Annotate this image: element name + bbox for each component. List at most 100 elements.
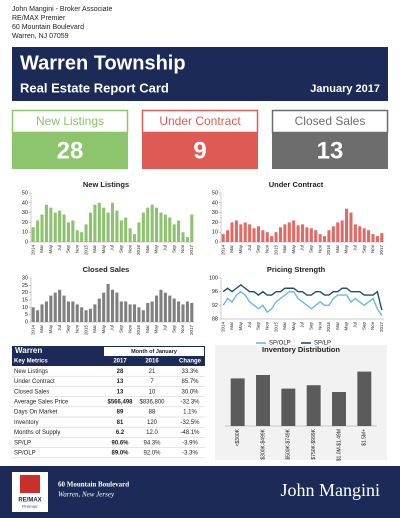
- legend-label: SP/LP: [314, 341, 331, 347]
- x-tick-label: 2016: [136, 325, 141, 336]
- bar: [380, 233, 384, 242]
- cell: 89.0%: [111, 450, 129, 456]
- banner-subtitle: Real Estate Report Card: [20, 80, 169, 95]
- bar: [168, 295, 172, 322]
- bar: [314, 230, 318, 242]
- y-tick-label: 5: [25, 312, 28, 318]
- bar: [102, 207, 106, 242]
- card-value: 13: [317, 137, 344, 164]
- x-tick-label: 2015: [273, 322, 278, 333]
- x-tick-label: Mar: [145, 244, 150, 252]
- bar: [159, 212, 163, 242]
- bar: [53, 212, 57, 242]
- cell: -32.5%: [180, 420, 200, 426]
- y-tick-label: 25: [22, 283, 28, 289]
- bar: [84, 224, 88, 242]
- x-tick-label: May: [154, 324, 159, 333]
- line-series: [222, 283, 383, 311]
- cell: 33.3%: [181, 369, 199, 375]
- x-tick-label: May: [291, 321, 296, 330]
- x-tick-label: Mar: [39, 324, 44, 332]
- bar: [141, 310, 145, 322]
- bar: [155, 295, 159, 322]
- chart-title: New Listings: [83, 180, 129, 189]
- cell: 90.6%: [111, 440, 129, 446]
- x-tick-label: 2017: [189, 245, 194, 256]
- bar: [40, 304, 44, 322]
- card-label-box: [271, 109, 389, 134]
- cell: 1.1%: [183, 410, 197, 416]
- x-tick-label: Jul: [110, 245, 115, 251]
- cell: 28: [117, 369, 124, 375]
- cell: Average Sales Price: [14, 399, 69, 405]
- table-period: Month of January: [131, 349, 178, 355]
- x-tick-label: 2015: [83, 245, 88, 256]
- x-tick-label: 2017: [189, 325, 194, 336]
- bar: [119, 301, 123, 322]
- bar: [66, 222, 70, 242]
- column-header: Change: [179, 359, 202, 365]
- bar: [49, 207, 53, 242]
- bar: [84, 310, 88, 322]
- x-tick-label: Jul: [300, 245, 305, 251]
- bar: [128, 304, 132, 322]
- cell: 30.0%: [181, 389, 199, 395]
- cell: $836,800: [139, 399, 165, 405]
- x-tick-label: 2015: [83, 325, 88, 336]
- cell: 7: [150, 379, 154, 385]
- chart-title: Pricing Strength: [267, 265, 326, 274]
- cell: Days On Market: [14, 410, 58, 416]
- bar: [137, 222, 141, 242]
- table-title: Warren: [15, 346, 42, 355]
- bar: [106, 212, 110, 242]
- bar: [353, 224, 357, 242]
- bar: [71, 301, 75, 322]
- bar: [75, 230, 79, 242]
- y-tick-label: 20: [212, 220, 218, 226]
- bar: [168, 217, 172, 242]
- cell: Inventory: [14, 420, 39, 426]
- bar: [327, 230, 331, 242]
- bar: [261, 230, 265, 242]
- logo-text: RE/MAX: [18, 498, 41, 504]
- bar: [93, 204, 97, 242]
- card-value: 9: [193, 137, 206, 164]
- x-tick-label: Sep: [66, 325, 71, 334]
- x-tick-label: Mar: [39, 244, 44, 252]
- bar: [252, 228, 256, 242]
- bar: [318, 234, 322, 242]
- cell: $566,498: [107, 399, 133, 405]
- x-tick-label: May: [101, 324, 106, 333]
- logo-balloon: [20, 475, 40, 493]
- x-tick-label: Nov: [264, 244, 269, 253]
- x-tick-label: Jul: [110, 325, 115, 331]
- bar: [119, 220, 123, 242]
- cell: 85.7%: [181, 379, 199, 385]
- x-tick-label: Nov: [370, 244, 375, 253]
- bar: [256, 375, 270, 426]
- bar: [309, 228, 313, 242]
- x-tick-label: Mar: [145, 324, 150, 332]
- cell: 13: [117, 389, 124, 395]
- cell: New Listings: [14, 369, 48, 375]
- bar: [137, 307, 141, 322]
- y-tick-label: 92: [212, 303, 218, 309]
- bar: [132, 234, 137, 242]
- card-value-box: [142, 133, 258, 169]
- column-header: 2016: [145, 359, 159, 365]
- legend-label: SP/OLP: [269, 341, 291, 347]
- x-tick-label: Mar: [282, 244, 287, 252]
- cell: 81: [117, 420, 124, 426]
- bar: [172, 224, 176, 242]
- cell: 13: [117, 379, 124, 385]
- x-tick-label: Nov: [180, 244, 185, 253]
- x-tick-label: Nov: [74, 324, 79, 333]
- logo-sub: Premier: [22, 504, 38, 509]
- x-tick-label: Sep: [308, 322, 313, 331]
- y-tick-label: 50: [22, 190, 28, 196]
- bar: [159, 289, 163, 322]
- bar: [80, 232, 84, 242]
- bar: [40, 214, 44, 242]
- footer-city: Warren, New Jersey: [58, 491, 115, 499]
